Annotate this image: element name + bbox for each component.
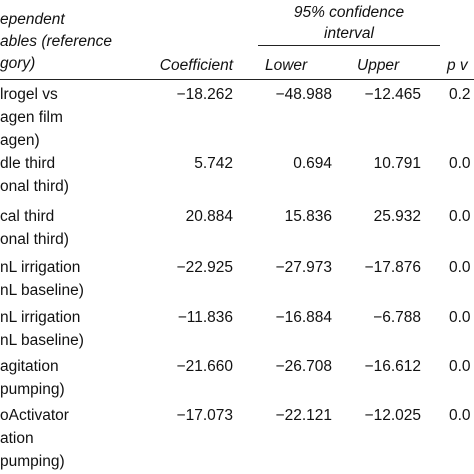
row-p-value: 0.0	[449, 407, 471, 424]
header-upper: Upper	[357, 57, 400, 74]
row-label-line1: agitation	[0, 358, 59, 375]
row-label-line1: oActivator	[0, 407, 69, 424]
row-ci-lower: 15.836	[284, 208, 332, 225]
row-coefficient: 20.884	[185, 208, 233, 225]
header-lower: Lower	[265, 57, 308, 74]
row-coefficient: −22.925	[176, 259, 233, 276]
header-variables-line3: gory)	[0, 55, 36, 72]
row-p-value: 0.0	[449, 259, 471, 276]
row-ci-upper: 10.791	[373, 155, 421, 172]
row-ci-upper: −12.025	[364, 407, 421, 424]
header-coefficient: Coefficient	[159, 57, 233, 74]
header-variables-line2: ables (reference	[0, 33, 113, 50]
row-coefficient: 5.742	[194, 155, 233, 172]
row-ci-lower: −16.884	[275, 309, 332, 326]
row-coefficient: −21.660	[176, 358, 233, 375]
row-label-line3: pumping)	[0, 453, 65, 470]
row-label-line2: pumping)	[0, 381, 65, 398]
row-ci-lower: 0.694	[293, 155, 332, 172]
row-ci-lower: −27.973	[275, 259, 332, 276]
header-ci-line1: 95% confidence	[293, 4, 405, 21]
row-label-line1: dle third	[0, 155, 56, 172]
row-ci-lower: −48.988	[275, 86, 332, 103]
ci-underline	[258, 45, 440, 46]
row-label-line3: agen)	[0, 132, 40, 149]
row-coefficient: −18.262	[176, 86, 233, 103]
header-rule	[0, 79, 474, 80]
row-p-value: 0.0	[449, 208, 471, 225]
row-coefficient: −11.836	[177, 309, 233, 326]
row-label-line1: nL irrigation	[0, 259, 81, 276]
row-ci-upper: −17.876	[364, 259, 421, 276]
header-variables-line1: ependent	[0, 11, 65, 28]
row-p-value: 0.0	[449, 155, 471, 172]
row-label-line1: nL irrigation	[0, 309, 81, 326]
row-ci-upper: −12.465	[364, 86, 421, 103]
row-ci-upper: 25.932	[373, 208, 421, 225]
row-label-line2: nL baseline)	[0, 332, 84, 349]
row-label-line1: cal third	[0, 208, 55, 225]
row-ci-lower: −26.708	[275, 358, 332, 375]
row-coefficient: −17.073	[176, 407, 233, 424]
row-label-line1: lrogel vs	[0, 86, 58, 103]
header-p-value: p v	[447, 57, 468, 74]
row-p-value: 0.2	[449, 86, 471, 103]
row-ci-upper: −6.788	[373, 309, 421, 326]
row-ci-lower: −22.121	[275, 407, 332, 424]
row-label-line2: onal third)	[0, 178, 69, 195]
row-p-value: 0.0	[449, 358, 471, 375]
header-ci-line2: interval	[324, 25, 374, 42]
row-ci-upper: −16.612	[364, 358, 421, 375]
row-label-line2: nL baseline)	[0, 282, 84, 299]
row-p-value: 0.0	[449, 309, 471, 326]
row-label-line2: ation	[0, 430, 34, 447]
row-label-line2: onal third)	[0, 231, 69, 248]
row-label-line2: agen film	[0, 109, 63, 126]
